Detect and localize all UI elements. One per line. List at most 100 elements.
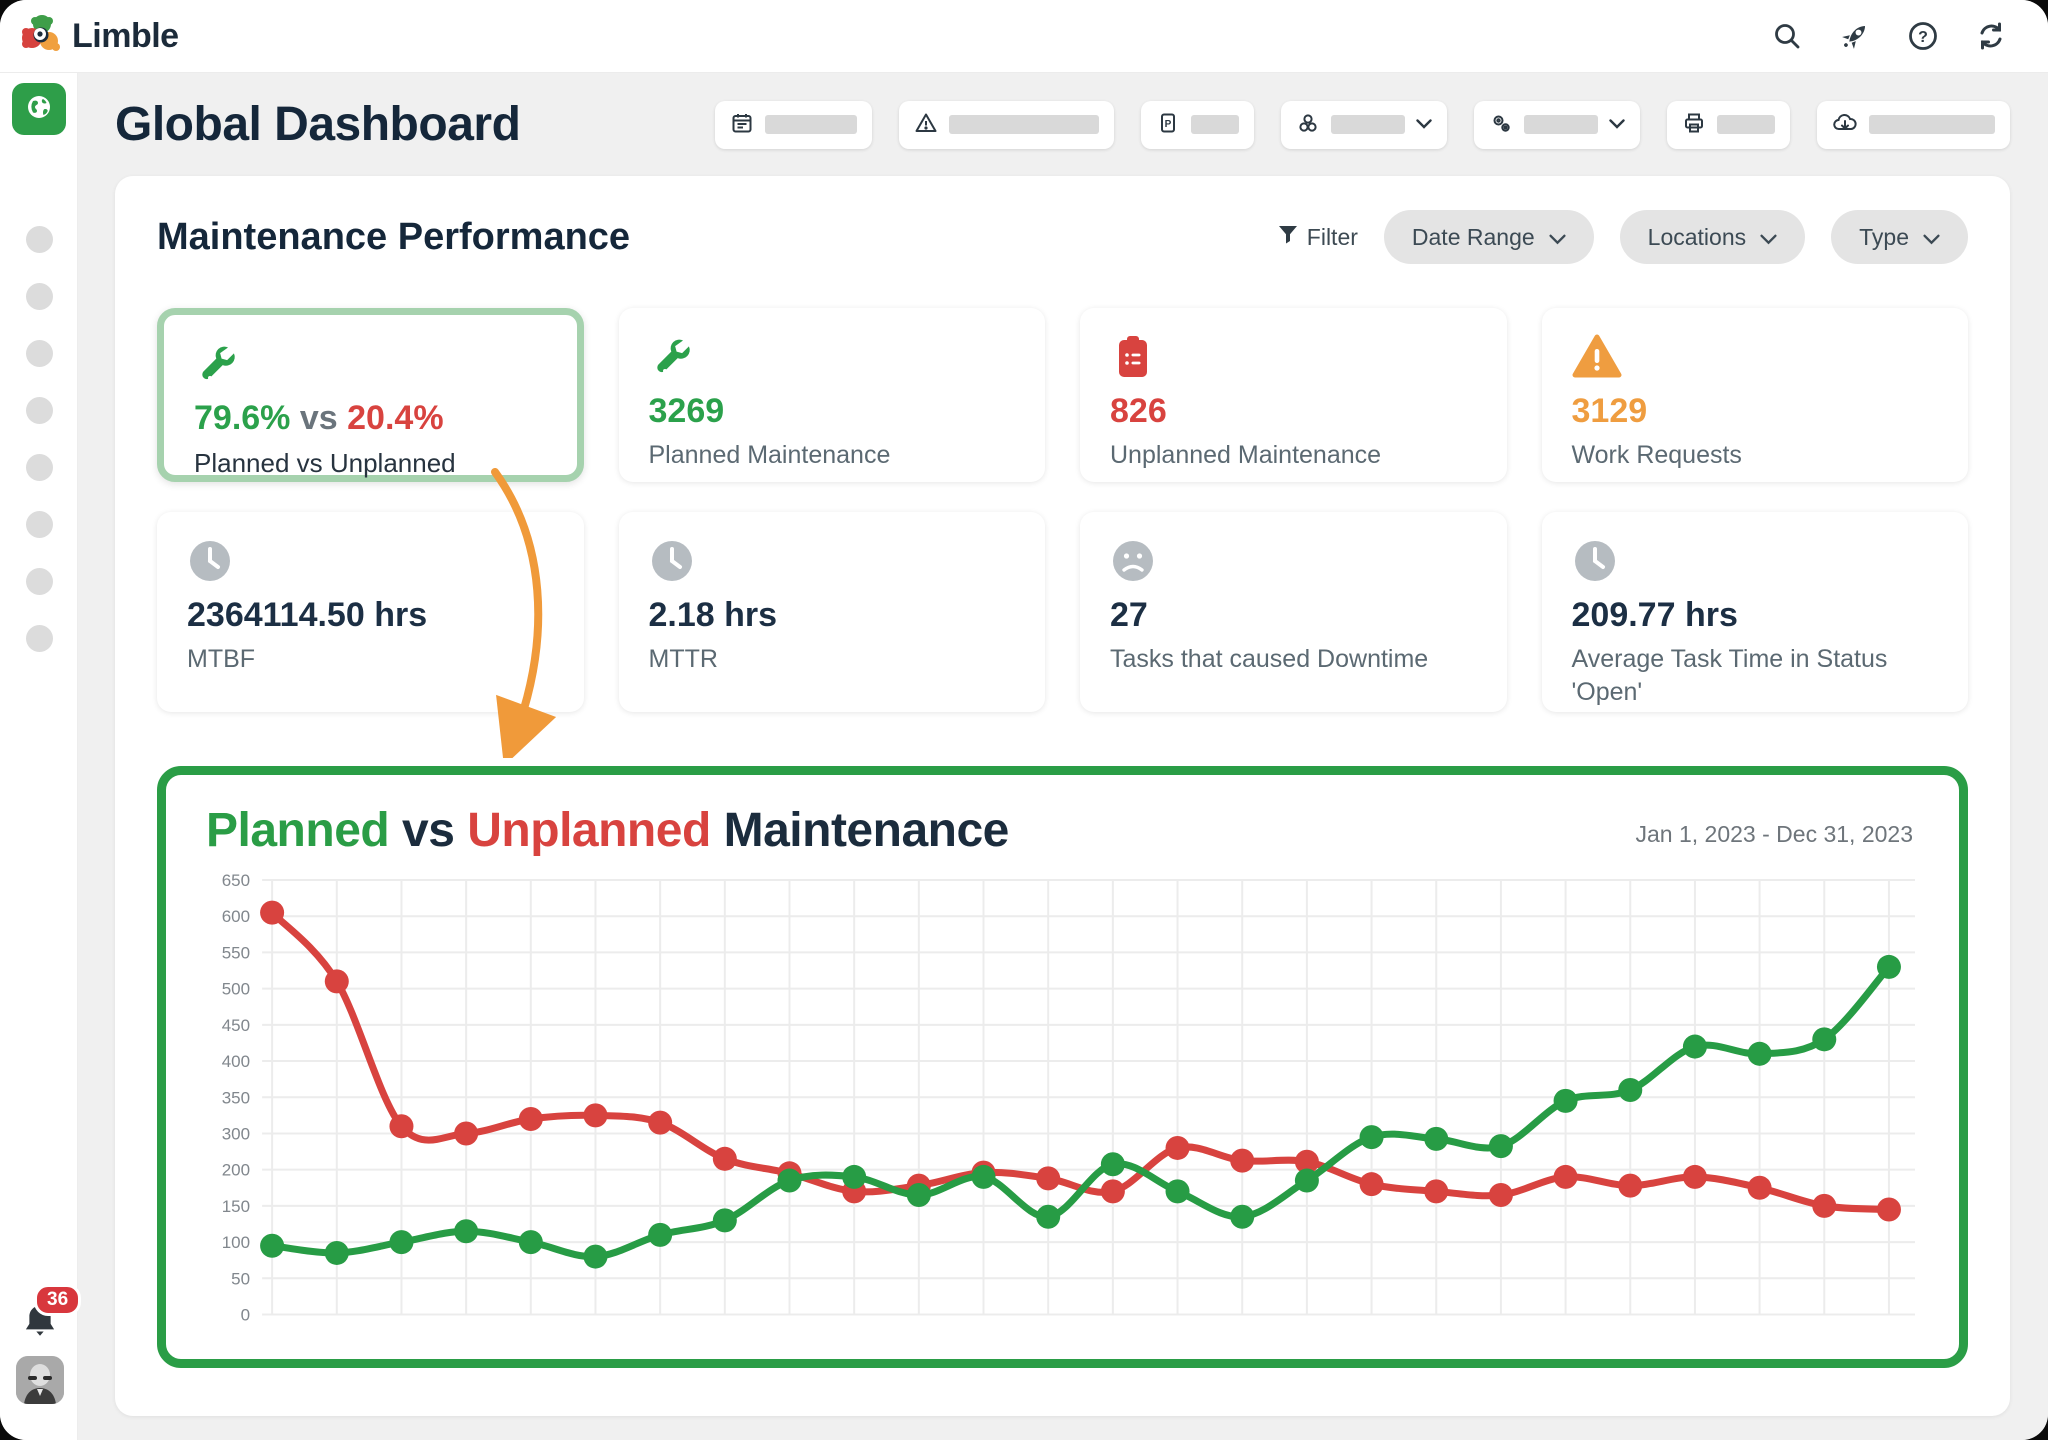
calendar-button[interactable] <box>715 100 872 149</box>
help-icon[interactable]: ? <box>1906 19 1940 53</box>
line-chart-canvas[interactable]: 650 600 550 500 450 400 350 300 200 150 100 50 0 <box>192 864 1919 1345</box>
settings-dropdown-button[interactable] <box>1474 100 1640 149</box>
notifications-bell-icon[interactable]: 36 <box>18 1284 82 1344</box>
funnel-icon <box>1277 223 1299 251</box>
kpi-card-mtbf[interactable]: 2364114.50 hrs MTBF <box>157 512 584 712</box>
sidebar-item-global-dashboard[interactable] <box>12 83 66 135</box>
sidebar-item-placeholder[interactable] <box>26 625 53 652</box>
report-button[interactable]: P <box>1141 100 1254 149</box>
kpi-label: Planned vs Unplanned <box>194 448 456 478</box>
svg-text:300: 300 <box>222 1124 250 1143</box>
button-label-placeholder <box>1717 115 1775 134</box>
kpi-value: 3269 <box>648 392 725 430</box>
brand-name: Limble <box>72 16 179 55</box>
svg-text:?: ? <box>1918 29 1928 46</box>
button-label-placeholder <box>1191 115 1239 134</box>
kpi-card-planned-vs-unplanned[interactable]: 79.6% vs 20.4% Planned vs Unplanned <box>157 308 584 482</box>
maintenance-performance-panel: Maintenance Performance Filter Date Rang… <box>115 176 2010 1416</box>
kpi-label: Planned Maintenance <box>648 441 891 469</box>
button-label-placeholder <box>949 115 1099 134</box>
svg-text:100: 100 <box>222 1233 250 1252</box>
sidebar-item-placeholder[interactable] <box>26 226 53 253</box>
kpi-card-unplanned-maintenance[interactable]: 826 Unplanned Maintenance <box>1080 308 1507 482</box>
type-dropdown[interactable]: Type <box>1831 210 1968 264</box>
kpi-label: Work Requests <box>1571 441 1742 469</box>
notification-badge: 36 <box>34 1284 82 1316</box>
svg-text:P: P <box>1165 119 1172 130</box>
kpi-row-2: 2364114.50 hrs MTBF 2.18 hrs MTTR <box>157 512 1968 712</box>
chevron-down-icon <box>1923 224 1940 251</box>
chevron-down-icon <box>1760 224 1777 251</box>
date-range-dropdown[interactable]: Date Range <box>1383 210 1594 264</box>
svg-text:350: 350 <box>222 1088 250 1107</box>
kpi-value: 79.6% vs 20.4% <box>194 399 547 438</box>
kpi-value: 3129 <box>1571 392 1648 430</box>
sad-face-icon <box>1110 538 1477 586</box>
kpi-card-work-requests[interactable]: 3129 Work Requests <box>1541 308 1968 482</box>
planned-percent: 79.6% <box>194 399 291 437</box>
document-p-icon: P <box>1156 111 1180 138</box>
chart-title: Planned vs Unplanned Maintenance <box>206 803 1009 858</box>
unplanned-percent: 20.4% <box>347 399 444 437</box>
sidebar-item-placeholder[interactable] <box>26 454 53 481</box>
filter-button[interactable]: Filter <box>1277 223 1358 251</box>
chart-date-range: Jan 1, 2023 - Dec 31, 2023 <box>1635 821 1913 847</box>
svg-text:650: 650 <box>222 871 250 890</box>
limble-logo[interactable]: Limble <box>20 12 179 61</box>
kpi-card-planned-maintenance[interactable]: 3269 Planned Maintenance <box>618 308 1045 482</box>
clock-icon <box>187 538 554 586</box>
kpi-value: 27 <box>1110 596 1148 634</box>
clipboard-icon <box>1110 334 1477 382</box>
kpi-label: Tasks that caused Downtime <box>1110 645 1429 673</box>
cloud-download-icon <box>1832 111 1858 138</box>
warning-triangle-icon <box>1572 334 1939 382</box>
gears-icon <box>1489 111 1513 138</box>
globe-icon <box>24 92 54 127</box>
chevron-down-icon <box>1416 117 1432 132</box>
svg-text:400: 400 <box>222 1052 250 1071</box>
topbar: Limble <box>0 0 2048 73</box>
assets-dropdown-button[interactable] <box>1281 100 1447 149</box>
panel-title: Maintenance Performance <box>157 215 631 258</box>
rocket-icon[interactable] <box>1838 19 1872 53</box>
kpi-label: MTBF <box>187 645 256 673</box>
button-label-placeholder <box>1869 115 1995 134</box>
kpi-card-mttr[interactable]: 2.18 hrs MTTR <box>618 512 1045 712</box>
chevron-down-icon <box>1609 117 1625 132</box>
warning-triangle-icon <box>914 111 938 138</box>
button-label-placeholder <box>1331 115 1405 134</box>
kpi-label: Average Task Time in Status 'Open' <box>1571 645 1888 706</box>
svg-text:450: 450 <box>222 1016 250 1035</box>
calendar-icon <box>730 111 754 138</box>
refresh-icon[interactable] <box>1974 19 2008 53</box>
search-icon[interactable] <box>1770 19 1804 53</box>
print-button[interactable] <box>1667 100 1790 149</box>
clock-icon <box>1572 538 1939 586</box>
kpi-value: 826 <box>1110 392 1167 430</box>
export-button[interactable] <box>1817 100 2010 149</box>
limble-logo-mark-icon <box>20 12 64 61</box>
filter-label: Filter <box>1306 223 1358 250</box>
chevron-down-icon <box>1549 224 1566 251</box>
sidebar-item-placeholder[interactable] <box>26 397 53 424</box>
svg-text:50: 50 <box>231 1269 250 1288</box>
wrench-icon <box>649 334 1016 382</box>
warnings-button[interactable] <box>899 100 1114 149</box>
sidebar-item-placeholder[interactable] <box>26 568 53 595</box>
svg-text:0: 0 <box>241 1306 250 1325</box>
kpi-row-1: 79.6% vs 20.4% Planned vs Unplanned 3269 <box>157 308 1968 482</box>
locations-dropdown[interactable]: Locations <box>1619 210 1806 264</box>
svg-text:550: 550 <box>222 943 250 962</box>
user-avatar[interactable] <box>16 1356 64 1404</box>
sidebar-item-placeholder[interactable] <box>26 283 53 310</box>
chart-title-vs: vs <box>389 804 468 857</box>
svg-text:200: 200 <box>222 1161 250 1180</box>
svg-text:500: 500 <box>222 980 250 999</box>
sidebar-item-placeholder[interactable] <box>26 340 53 367</box>
wrench-icon <box>194 341 547 389</box>
kpi-card-downtime-tasks[interactable]: 27 Tasks that caused Downtime <box>1080 512 1507 712</box>
kpi-card-avg-open-time[interactable]: 209.77 hrs Average Task Time in Status '… <box>1541 512 1968 712</box>
chart-title-planned: Planned <box>206 804 390 857</box>
sidebar-item-placeholder[interactable] <box>26 511 53 538</box>
date-range-label: Date Range <box>1411 223 1535 250</box>
